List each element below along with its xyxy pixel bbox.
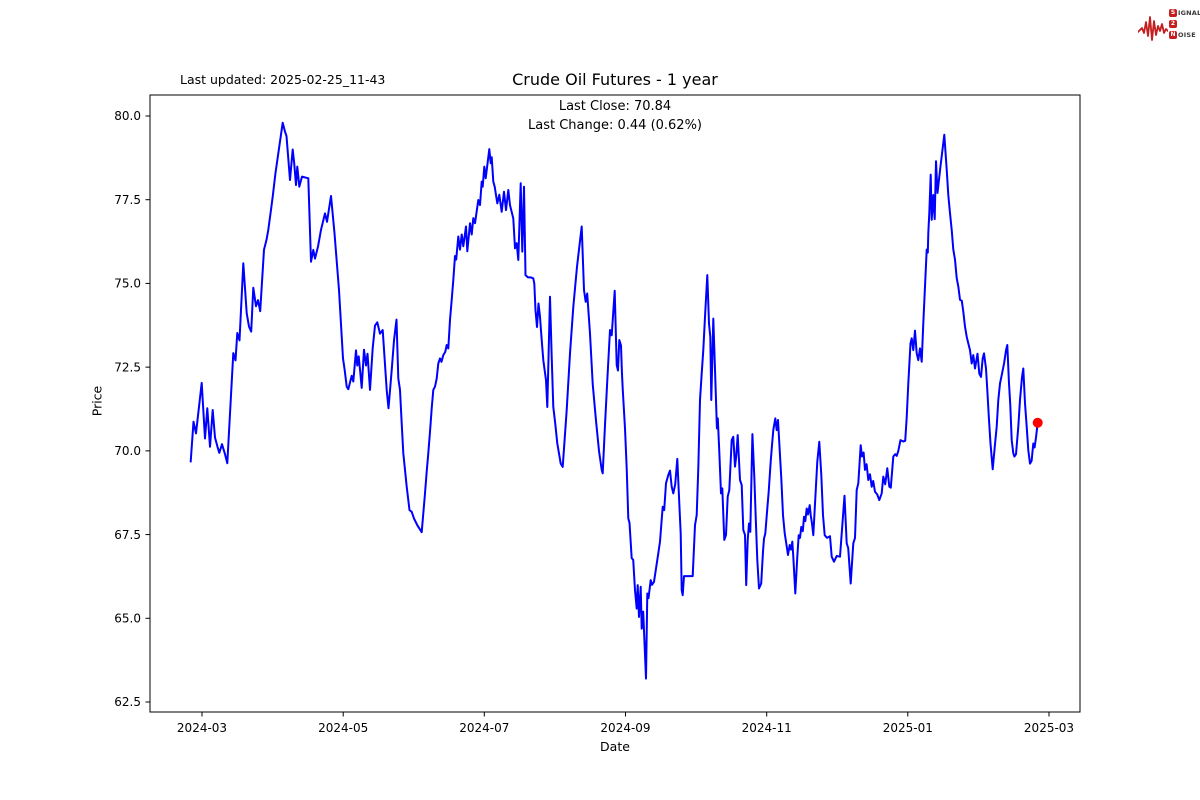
last-price-marker (1032, 417, 1043, 428)
logo-text: S IGNAL 2 N OISE (1169, 7, 1200, 40)
x-tick-label: 2024-09 (600, 721, 650, 735)
y-tick-label: 80.0 (114, 109, 141, 123)
s2n-logo: S IGNAL 2 N OISE (1138, 6, 1200, 44)
logo-word-noise: OISE (1178, 30, 1196, 39)
y-tick-label: 75.0 (114, 277, 141, 291)
logo-badge-s: S (1169, 8, 1177, 17)
last-updated-text: Last updated: 2025-02-25_11-43 (180, 72, 386, 87)
logo-badge-2: 2 (1169, 19, 1177, 28)
x-tick-label: 2024-11 (742, 721, 792, 735)
y-tick-label: 65.0 (114, 611, 141, 625)
subtitle-last-change: Last Change: 0.44 (0.62%) (527, 118, 703, 133)
logo-word-signal: IGNAL (1178, 8, 1200, 17)
plot-border (149, 94, 1081, 713)
y-tick-label: 77.5 (114, 193, 141, 207)
waveform-icon (1138, 16, 1168, 41)
logo-badge-n: N (1169, 30, 1177, 39)
y-tick-label: 67.5 (114, 528, 141, 542)
subtitle-last-close: Last Close: 70.84 (558, 99, 672, 114)
x-tick-label: 2025-01 (883, 721, 933, 735)
x-tick-label: 2025-03 (1024, 721, 1074, 735)
x-axis-label: Date (600, 739, 630, 754)
y-axis-label: Price (89, 385, 105, 417)
x-tick-label: 2024-03 (177, 721, 227, 735)
y-tick-label: 62.5 (114, 695, 141, 709)
y-tick-label: 70.0 (114, 444, 141, 458)
y-tick-label: 72.5 (114, 360, 141, 374)
x-tick-label: 2024-07 (459, 721, 509, 735)
price-line (189, 121, 1039, 680)
x-tick-label: 2024-05 (318, 721, 368, 735)
chart-title: Crude Oil Futures - 1 year (512, 70, 718, 89)
